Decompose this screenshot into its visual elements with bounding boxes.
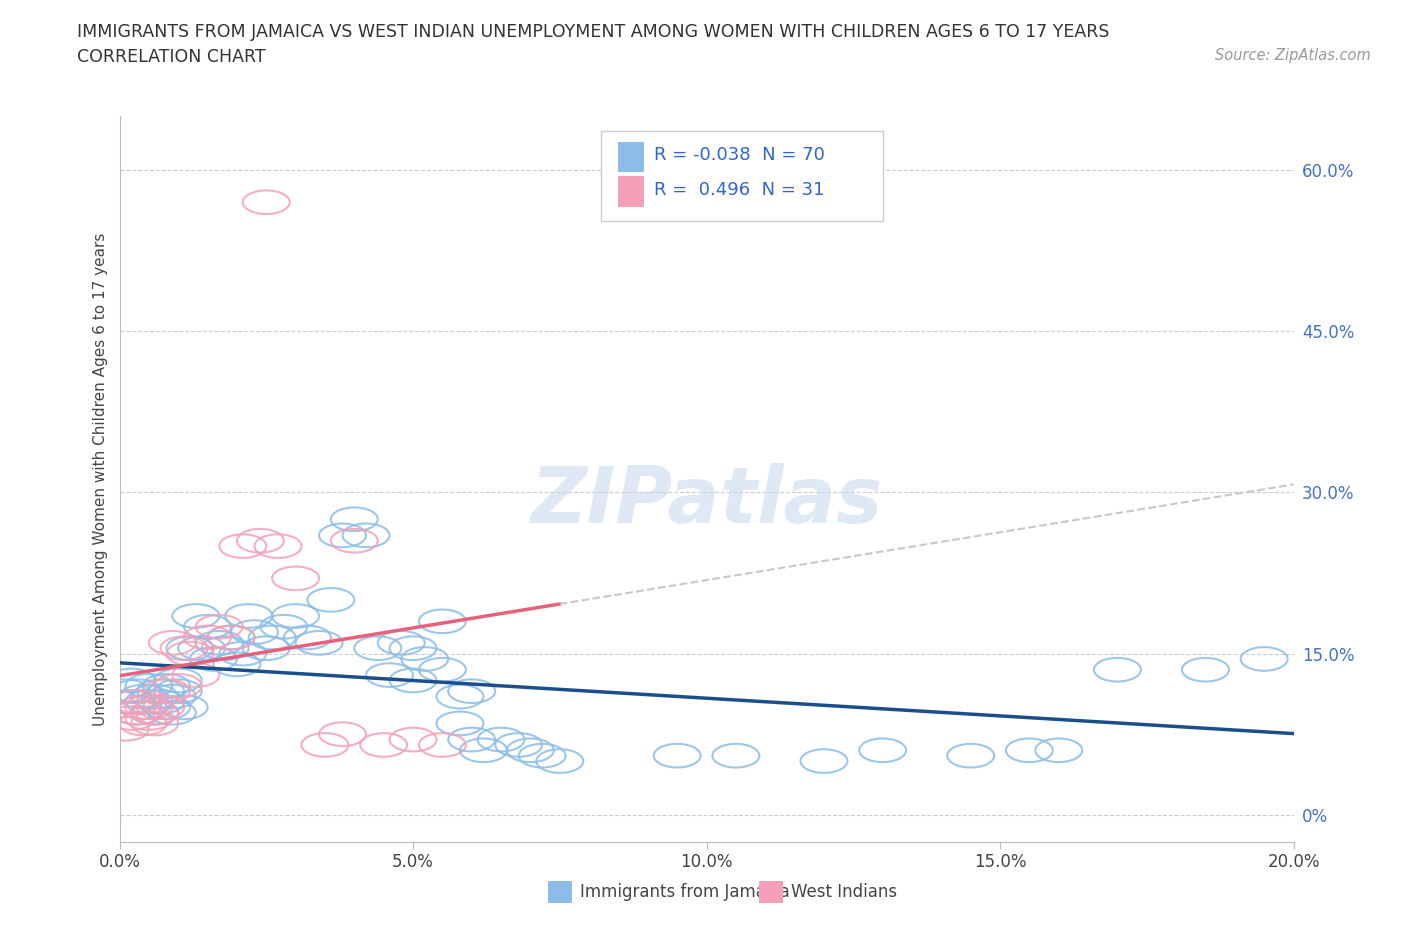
Bar (619, 177, 644, 207)
Bar (759, 881, 783, 903)
Text: Immigrants from Jamaica: Immigrants from Jamaica (579, 883, 790, 900)
Bar (619, 141, 644, 172)
Text: Source: ZipAtlas.com: Source: ZipAtlas.com (1215, 48, 1371, 63)
FancyBboxPatch shape (600, 131, 883, 221)
Text: R =  0.496  N = 31: R = 0.496 N = 31 (654, 180, 824, 198)
Bar (548, 881, 571, 903)
Text: R = -0.038  N = 70: R = -0.038 N = 70 (654, 146, 824, 164)
Text: ZIPatlas: ZIPatlas (530, 463, 883, 538)
Text: CORRELATION CHART: CORRELATION CHART (77, 48, 266, 66)
Y-axis label: Unemployment Among Women with Children Ages 6 to 17 years: Unemployment Among Women with Children A… (93, 232, 108, 725)
Text: West Indians: West Indians (792, 883, 897, 900)
Text: IMMIGRANTS FROM JAMAICA VS WEST INDIAN UNEMPLOYMENT AMONG WOMEN WITH CHILDREN AG: IMMIGRANTS FROM JAMAICA VS WEST INDIAN U… (77, 23, 1109, 41)
